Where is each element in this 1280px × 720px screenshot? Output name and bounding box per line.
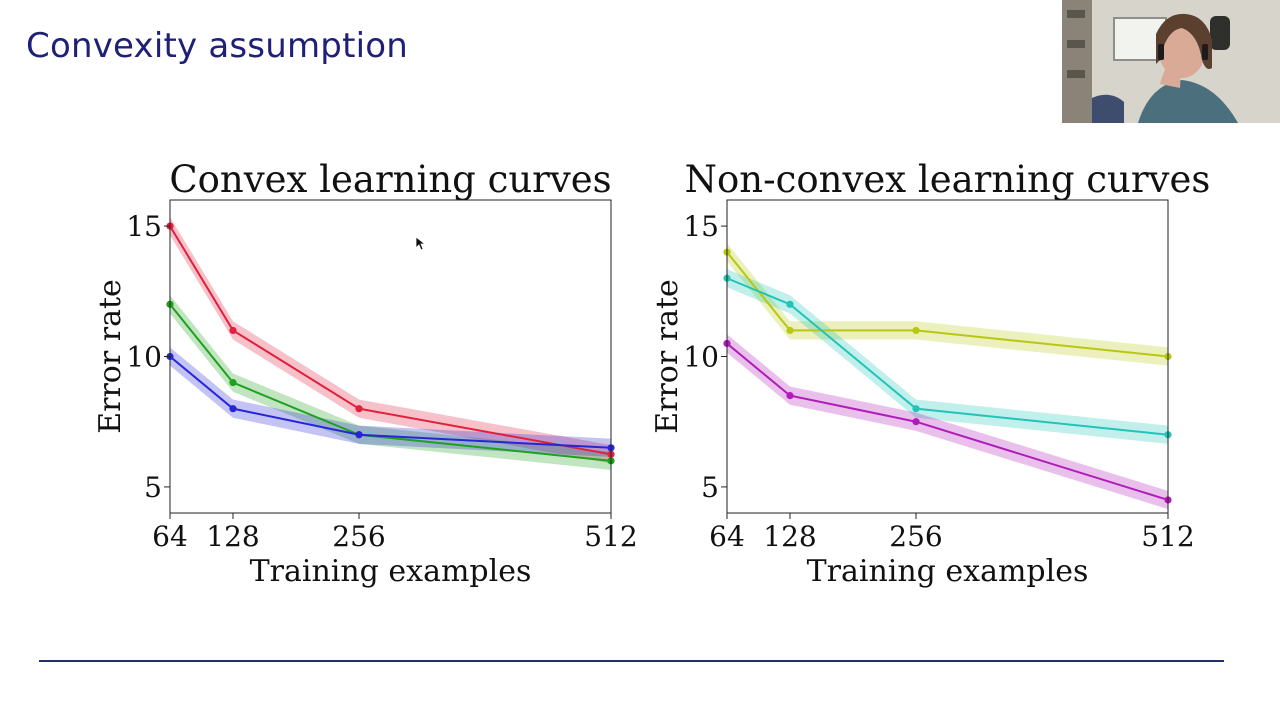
x-axis-label: Training examples — [250, 554, 532, 589]
data-point — [355, 405, 363, 413]
cursor-arrow-icon — [415, 236, 427, 255]
series-line — [169, 225, 612, 456]
chart-2: Non-convex learning curves 5 10 15 64 128 256 5… — [650, 158, 1210, 589]
data-point — [229, 326, 237, 335]
chart-1: Convex learning curves 5 10 15 64 128 256 512 Tr… — [93, 158, 638, 589]
x-tick-label: 128 — [206, 520, 259, 553]
slide-title: Convexity assumption — [26, 26, 409, 66]
footer-divider — [39, 660, 1224, 662]
series-band — [727, 269, 1168, 444]
x-tick-label: 128 — [763, 520, 816, 553]
data-point — [786, 300, 794, 308]
x-axis-label: Training examples — [807, 554, 1089, 589]
data-point — [229, 405, 237, 413]
x-tick-label: 512 — [584, 520, 637, 553]
webcam-video-icon — [1062, 0, 1280, 123]
data-point — [355, 431, 363, 439]
data-point — [786, 392, 794, 400]
series-line — [169, 303, 612, 462]
y-tick-label: 15 — [126, 210, 162, 243]
chart-title: Convex learning curves — [169, 158, 611, 201]
data-point — [229, 378, 237, 387]
data-point — [912, 418, 920, 426]
x-tick-label: 64 — [152, 520, 188, 553]
y-axis-label: Error rate — [93, 279, 128, 434]
y-axis-label: Error rate — [650, 279, 685, 434]
x-tick-label: 256 — [332, 520, 385, 553]
plot-frame — [169, 199, 612, 514]
data-point — [912, 405, 920, 413]
data-point — [912, 326, 920, 335]
y-tick-label: 10 — [683, 341, 719, 374]
data-point — [786, 326, 794, 335]
x-tick-label: 64 — [709, 520, 745, 553]
series-band — [170, 295, 611, 470]
series-line — [726, 342, 1169, 501]
x-tick-label: 256 — [889, 520, 942, 553]
x-tick-label: 512 — [1141, 520, 1194, 553]
series-band — [170, 216, 611, 464]
y-tick-label: 15 — [683, 210, 719, 243]
series-band — [170, 347, 611, 457]
series-line — [169, 355, 612, 449]
y-tick-label: 10 — [126, 341, 162, 374]
y-tick-label: 5 — [144, 471, 162, 504]
series-band — [727, 243, 1168, 366]
chart-title: Non-convex learning curves — [685, 158, 1211, 201]
series-line — [726, 277, 1169, 436]
y-tick-label: 5 — [701, 471, 719, 504]
